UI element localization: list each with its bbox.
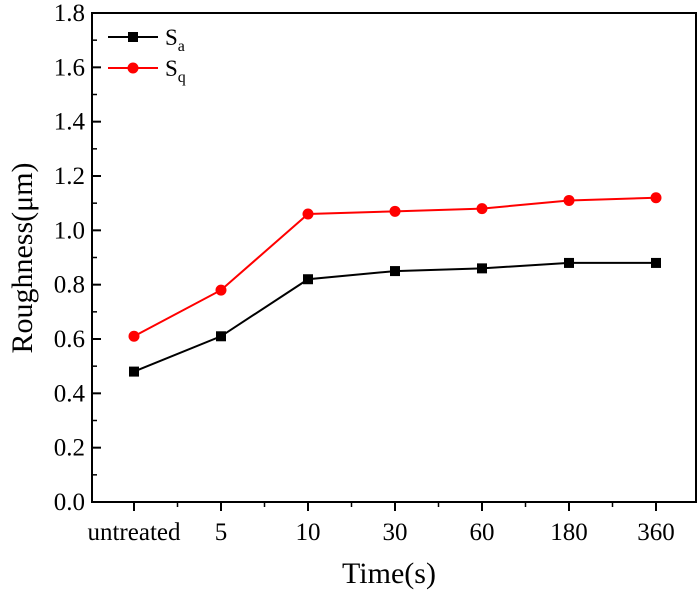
x-tick-label: 60 [470,519,495,546]
legend-label-main: S [165,25,178,50]
y-tick-label: 1.0 [54,217,85,244]
y-tick-label: 1.8 [54,0,85,27]
legend-label-Sq: Sq [165,56,186,86]
legend-label-Sa: Sa [165,25,185,55]
x-tick-label: 30 [383,519,408,546]
series-line-Sa [133,261,656,373]
data-point-Sa [390,266,400,277]
legend-marker-Sa [128,32,138,42]
data-point-Sa [651,257,661,268]
y-tick-label: 0.0 [54,489,85,516]
data-point-Sq [650,192,662,204]
data-point-Sq [476,203,488,215]
x-tick-label: 360 [637,519,675,546]
legend-label-subscript: q [178,69,186,86]
x-axis-title: Time(s) [342,557,436,590]
data-point-Sq [302,208,314,220]
data-point-Sq [128,330,140,342]
legend-marker-Sq [127,62,139,74]
data-point-Sq [215,284,227,296]
y-tick-label: 0.6 [54,326,85,353]
y-tick-label: 0.2 [54,435,85,462]
y-tick-label: 1.2 [54,163,85,190]
x-tick-label: 5 [215,519,228,546]
x-tick-label: 180 [550,519,588,546]
y-tick-label: 0.4 [54,380,86,407]
y-tick-label: 1.4 [54,109,86,136]
legend-label-subscript: a [178,38,185,55]
data-point-Sa [129,366,139,377]
data-point-Sq [389,205,401,217]
y-tick-label: 0.8 [54,272,85,299]
data-point-Sa [564,257,574,268]
plot-frame [91,12,697,503]
data-point-Sq [563,194,575,206]
data-point-Sa [477,263,487,274]
x-tick-label: 10 [296,519,321,546]
x-tick-label: untreated [87,519,181,546]
series-layer [128,192,662,377]
data-point-Sa [303,274,313,285]
data-point-Sa [216,331,226,342]
y-axis: 0.0 0.2 0.4 0.6 0.8 1.0 1.2 1.4 1.6 1.8 [54,0,101,516]
y-axis-title: Roughness(μm) [6,162,39,353]
y-tick-label: 1.6 [54,54,85,81]
x-axis: untreated 5 10 30 60 180 360 [87,502,675,546]
legend-label-main: S [165,56,178,81]
